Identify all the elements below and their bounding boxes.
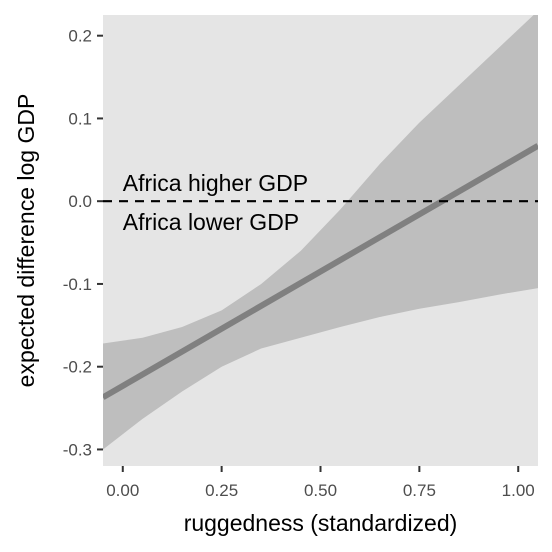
y-tick-label: 0.1 [68,109,92,128]
x-tick-label: 0.00 [106,481,139,500]
x-tick-label: 0.50 [304,481,337,500]
confidence-ribbon [103,15,538,450]
series-line-layer [103,143,538,400]
x-axis: 0.00 0.25 0.50 0.75 1.00 [106,466,535,500]
y-tick-label: -0.2 [63,358,92,377]
annotation-label: Africa lower GDP [123,209,299,235]
y-axis: -0.3 -0.2 -0.1 0.0 0.1 0.2 [63,27,103,459]
x-tick-label: 0.25 [205,481,238,500]
x-tick-label: 0.75 [403,481,436,500]
annotation-layer: Africa higher GDP Africa lower GDP [123,170,308,235]
y-tick-label: -0.1 [63,275,92,294]
x-axis-title: ruggedness (standardized) [184,510,458,536]
annotation-label: Africa higher GDP [123,170,308,196]
y-axis-title: expected difference log GDP [13,94,39,388]
x-tick-label: 1.00 [502,481,535,500]
y-tick-label: 0.2 [68,27,92,46]
y-tick-label: -0.3 [63,440,92,459]
fitted-line [103,143,538,400]
confidence-ribbon-layer [103,15,538,450]
y-tick-label: 0.0 [68,192,92,211]
